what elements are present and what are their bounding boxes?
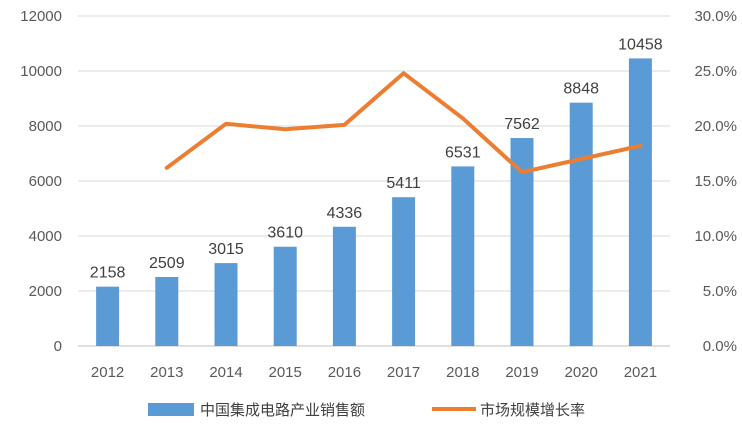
bar-value-label: 8848 <box>563 81 599 98</box>
right-tick-label: 15.0% <box>694 173 737 190</box>
right-tick-label: 20.0% <box>694 118 737 135</box>
left-tick-label: 12000 <box>20 8 62 25</box>
bar-value-label: 2509 <box>149 255 185 272</box>
left-tick-label: 4000 <box>29 228 62 245</box>
bar <box>96 286 120 346</box>
bar <box>332 226 356 346</box>
bar <box>392 197 416 346</box>
x-tick-label: 2016 <box>328 364 361 381</box>
bar <box>273 246 297 346</box>
bar-value-label: 3610 <box>267 225 303 242</box>
growth-rate-line <box>164 71 643 175</box>
bar <box>214 263 238 346</box>
x-tick-label: 2019 <box>505 364 538 381</box>
x-tick-label: 2015 <box>269 364 302 381</box>
bar <box>510 138 534 346</box>
bar-value-label: 7562 <box>504 116 540 133</box>
left-tick-label: 8000 <box>29 118 62 135</box>
bar-value-label: 5411 <box>386 175 421 192</box>
left-tick-label: 2000 <box>29 283 62 300</box>
x-tick-label: 2021 <box>624 364 657 381</box>
left-axis: 0 2000 4000 6000 8000 10000 12000 <box>20 8 62 355</box>
left-tick-label: 6000 <box>29 173 62 190</box>
x-tick-label: 2013 <box>150 364 183 381</box>
bar-value-label: 10458 <box>618 36 663 53</box>
legend-line-label: 市场规模增长率 <box>480 401 585 419</box>
left-tick-label: 10000 <box>20 63 62 80</box>
bar-value-label: 6531 <box>445 144 481 161</box>
bar <box>569 102 593 347</box>
data-labels: 2158 2509 3015 3610 4336 5411 6531 7562 8848 1045… <box>90 36 663 281</box>
bar <box>155 277 179 346</box>
right-axis: 0.0% 5.0% 10.0% 15.0% 20.0% 25.0% 30.0% <box>694 8 737 355</box>
bar-value-label: 4336 <box>327 205 363 222</box>
bar-value-label: 3015 <box>208 241 244 258</box>
legend: 中国集成电路产业销售额 市场规模增长率 <box>148 401 585 419</box>
bar <box>451 166 475 346</box>
x-tick-label: 2012 <box>91 364 124 381</box>
bar-series <box>96 58 652 347</box>
right-tick-label: 25.0% <box>694 63 737 80</box>
bar <box>628 58 652 346</box>
x-tick-label: 2018 <box>446 364 479 381</box>
x-axis: 2012 2013 2014 2015 2016 2017 2018 2019 2020 2021 <box>91 364 657 381</box>
x-tick-label: 2014 <box>209 364 242 381</box>
left-tick-label: 0 <box>54 338 62 355</box>
right-tick-label: 30.0% <box>694 8 737 25</box>
legend-bar-swatch <box>148 403 194 416</box>
line-series <box>164 71 643 175</box>
legend-bar-label: 中国集成电路产业销售额 <box>200 401 365 419</box>
x-tick-label: 2017 <box>387 364 420 381</box>
right-tick-label: 10.0% <box>694 228 737 245</box>
right-tick-label: 0.0% <box>703 338 737 355</box>
bar-value-label: 2158 <box>90 265 126 282</box>
right-tick-label: 5.0% <box>703 283 737 300</box>
x-tick-label: 2020 <box>565 364 598 381</box>
